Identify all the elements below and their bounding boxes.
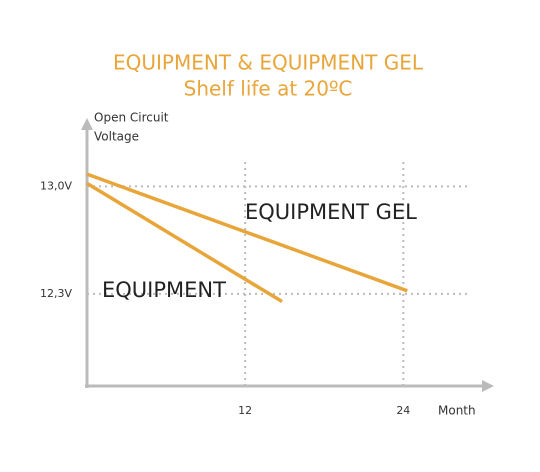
chart-subtitle: Shelf life at 20ºC	[184, 77, 353, 101]
y-axis-arrow	[81, 118, 93, 130]
x-axis-arrow	[482, 380, 494, 392]
series-label: EQUIPMENT	[102, 278, 226, 302]
series-line	[86, 181, 283, 304]
x-tick-label: 12	[238, 404, 252, 417]
x-tick-label: 24	[396, 404, 410, 417]
series-line	[86, 172, 408, 293]
y-tick-label: 13,0V	[40, 179, 72, 192]
y-axis-label: Voltage	[94, 130, 139, 144]
y-axis-label: Open Circuit	[94, 111, 169, 125]
y-tick-label: 12,3V	[40, 287, 72, 300]
chart-title: EQUIPMENT & EQUIPMENT GEL	[113, 51, 424, 75]
series-label: EQUIPMENT GEL	[245, 200, 417, 224]
x-axis-label: Month	[438, 404, 476, 418]
